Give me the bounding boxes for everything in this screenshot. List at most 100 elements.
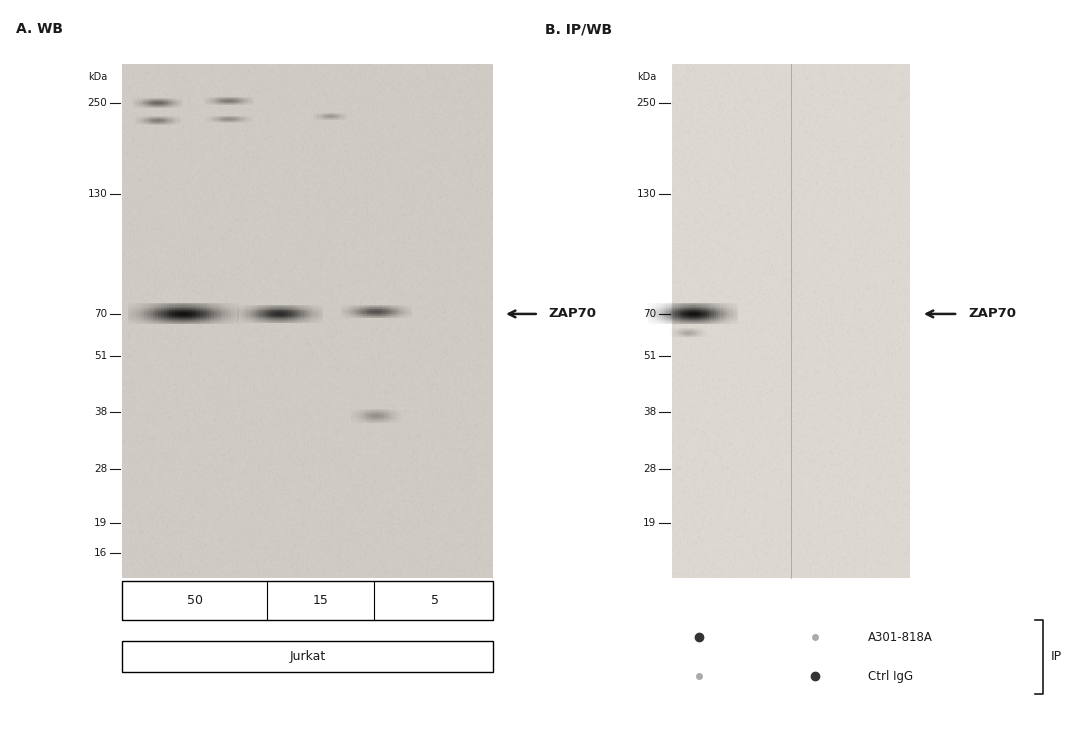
Bar <box>660 303 662 305</box>
Bar <box>178 306 180 308</box>
Text: 70: 70 <box>644 309 657 319</box>
Bar <box>212 319 214 321</box>
Bar <box>301 313 303 314</box>
Bar <box>141 303 145 305</box>
Bar <box>291 313 293 314</box>
Bar <box>718 322 720 324</box>
Bar <box>131 310 133 311</box>
Bar <box>262 322 265 323</box>
Bar <box>219 322 222 324</box>
Bar <box>725 305 727 306</box>
Bar <box>249 319 252 320</box>
Bar <box>316 313 319 314</box>
Bar <box>194 313 198 314</box>
Bar <box>716 306 718 308</box>
Bar <box>710 317 712 318</box>
Bar <box>737 319 739 321</box>
Bar <box>138 305 141 306</box>
Bar <box>299 314 301 316</box>
Bar <box>226 310 228 311</box>
Bar <box>723 321 725 322</box>
Bar <box>127 315 131 316</box>
Bar <box>241 321 243 322</box>
Bar <box>280 314 282 316</box>
Bar <box>180 317 184 318</box>
Bar <box>222 316 226 317</box>
Bar <box>299 313 301 314</box>
Bar <box>219 311 222 313</box>
Bar <box>675 315 678 316</box>
Bar <box>714 317 716 318</box>
Bar <box>675 321 678 322</box>
Bar <box>186 319 189 321</box>
Bar <box>258 305 260 306</box>
Bar <box>237 319 239 320</box>
Bar <box>275 318 278 319</box>
Bar <box>200 314 203 315</box>
Text: 51: 51 <box>644 351 657 361</box>
Bar <box>262 308 265 309</box>
Bar <box>666 319 669 321</box>
Bar <box>212 306 214 308</box>
Bar <box>198 314 200 315</box>
Bar <box>656 303 658 305</box>
Bar <box>314 317 316 318</box>
Bar <box>725 310 727 311</box>
Bar <box>186 321 189 322</box>
Bar <box>691 310 693 311</box>
Bar <box>734 306 737 308</box>
Bar <box>180 316 184 317</box>
Bar <box>198 310 200 311</box>
Bar <box>660 319 662 321</box>
Bar <box>241 311 243 312</box>
Bar <box>286 314 288 316</box>
Bar <box>683 306 685 308</box>
Bar <box>136 305 138 306</box>
Bar <box>700 314 702 315</box>
Bar <box>150 303 152 305</box>
Bar <box>247 317 249 318</box>
Bar <box>273 312 275 313</box>
Bar <box>141 308 145 310</box>
Bar <box>138 322 141 324</box>
Bar <box>301 307 303 308</box>
Bar <box>152 303 156 305</box>
Bar <box>156 310 159 311</box>
Bar <box>314 316 316 317</box>
Bar <box>293 316 295 317</box>
Bar <box>226 313 228 314</box>
Bar <box>170 317 172 318</box>
Bar <box>138 315 141 316</box>
Bar <box>228 322 231 324</box>
Bar <box>269 307 271 308</box>
Bar <box>662 318 664 319</box>
Bar <box>180 314 184 315</box>
Bar <box>208 322 212 324</box>
Bar <box>312 305 314 306</box>
Bar <box>265 312 267 313</box>
Bar <box>231 305 233 306</box>
Bar <box>687 316 689 317</box>
Bar <box>184 305 186 306</box>
Bar <box>269 317 271 318</box>
Bar <box>269 320 271 321</box>
Bar <box>237 308 240 310</box>
Bar <box>237 317 239 318</box>
Bar <box>161 303 164 305</box>
Bar <box>656 306 658 308</box>
Bar <box>678 322 680 324</box>
Bar <box>254 318 256 319</box>
Bar <box>693 313 696 314</box>
Bar <box>712 306 714 308</box>
Bar <box>260 308 262 309</box>
Bar <box>212 308 214 310</box>
Bar <box>237 314 239 316</box>
Bar <box>170 316 172 317</box>
Bar <box>702 318 705 319</box>
Bar <box>678 306 680 308</box>
Bar <box>321 312 323 313</box>
Bar <box>299 306 301 307</box>
Bar <box>671 319 673 321</box>
Bar <box>205 316 208 317</box>
Bar <box>127 316 131 317</box>
